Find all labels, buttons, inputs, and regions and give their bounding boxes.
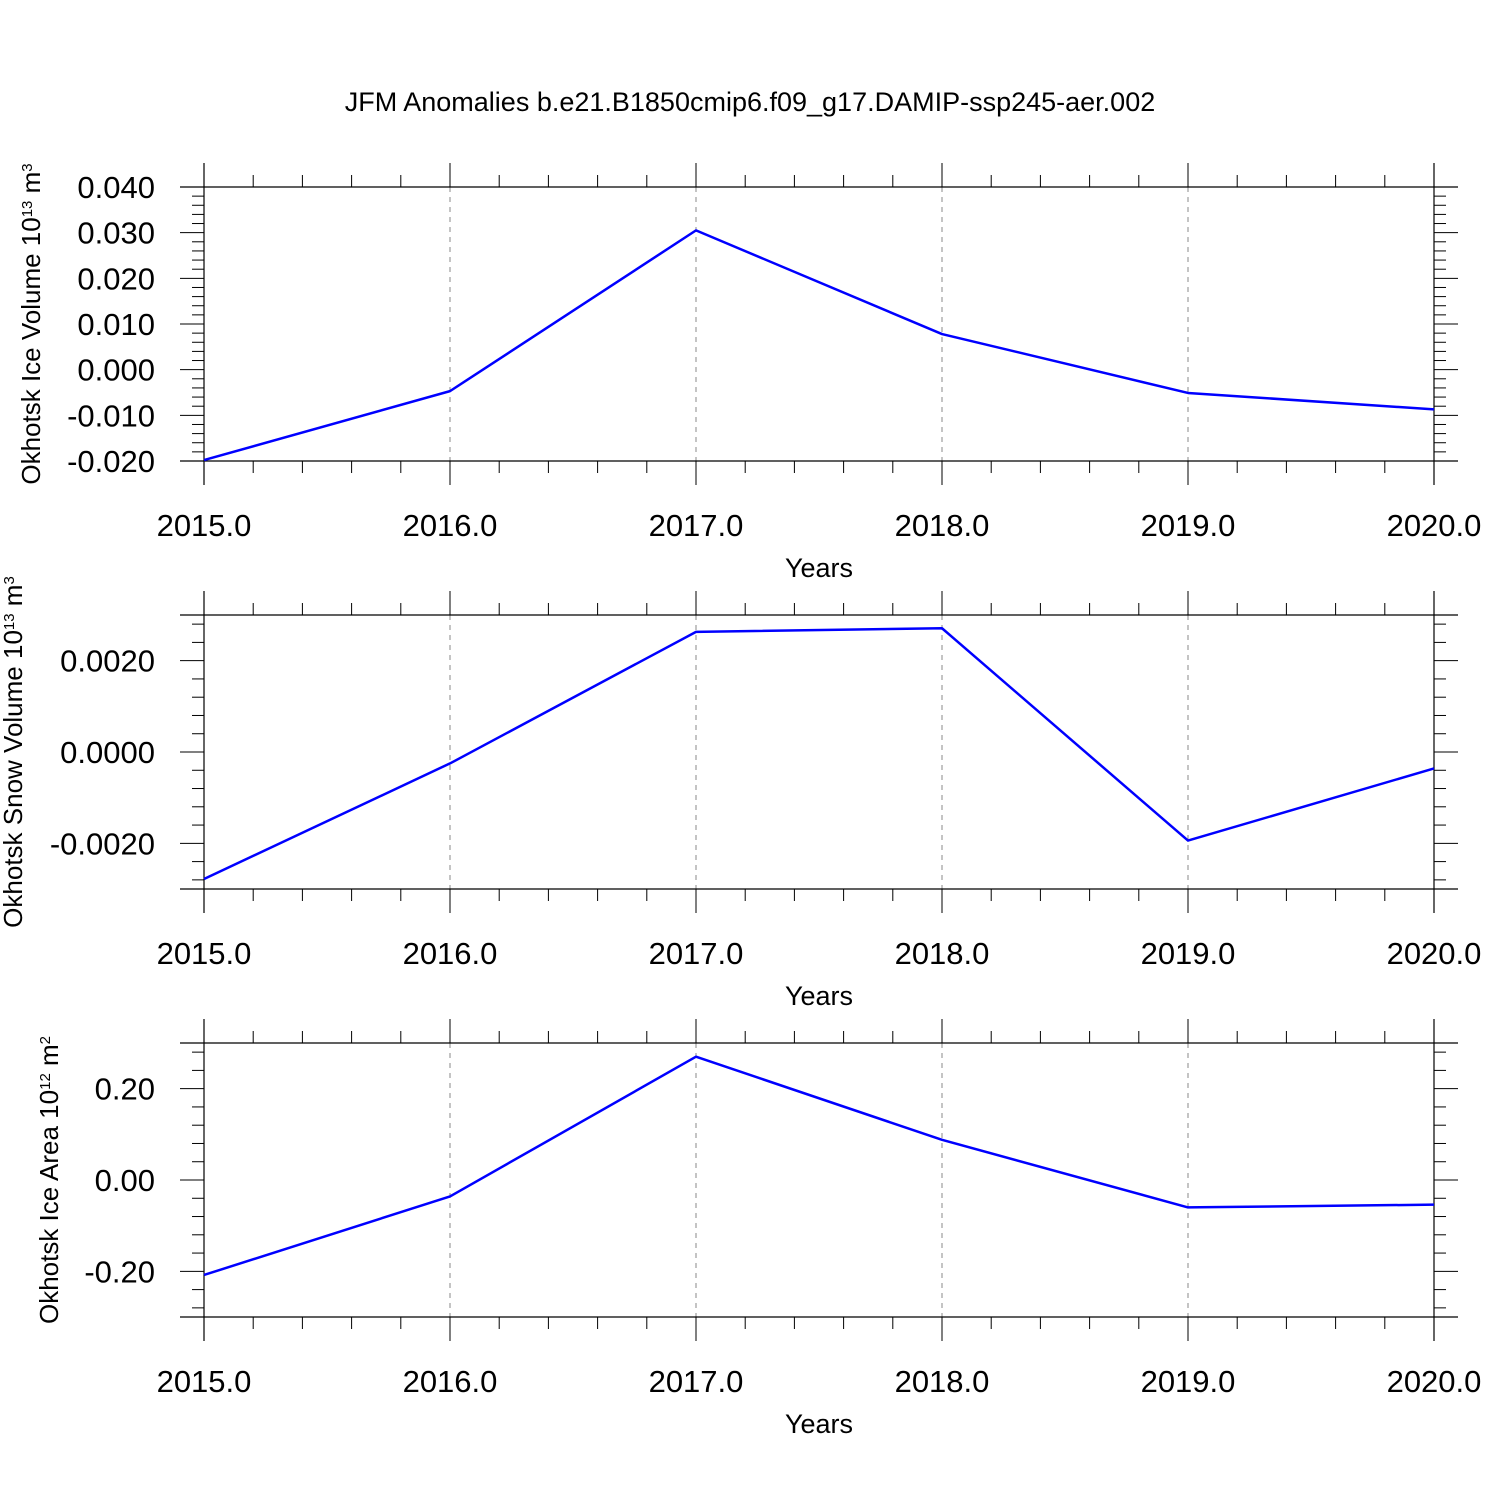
series-line-snow-volume bbox=[203, 626, 1435, 881]
x-tick-label-ice-area: 2020.0 bbox=[1387, 1364, 1482, 1399]
x-tick-label-ice-area: 2019.0 bbox=[1141, 1364, 1236, 1399]
panel-ice-area: 2015.0 2016.0 2017.0 2018.0 2019.0 2020.0 -0.2… bbox=[34, 1019, 1481, 1439]
y-tick-label-snow-volume: 0.0000 bbox=[60, 735, 155, 770]
x-tick-label-snow-volume: 2017.0 bbox=[649, 936, 744, 971]
x-tick-label-ice-volume: 2018.0 bbox=[895, 508, 990, 543]
x-tick-label-ice-volume: 2020.0 bbox=[1387, 508, 1482, 543]
y-tick-label-ice-volume: -0.010 bbox=[67, 398, 155, 433]
y-tick-label-ice-area: -0.20 bbox=[84, 1254, 155, 1289]
y-tick-label-ice-volume: 0.030 bbox=[77, 216, 155, 251]
y-tick-label-ice-volume: 0.000 bbox=[77, 353, 155, 388]
y-tick-label-snow-volume: -0.0020 bbox=[50, 826, 155, 861]
x-tick-label-ice-area: 2016.0 bbox=[403, 1364, 498, 1399]
panel-snow-volume: 2015.0 2016.0 2017.0 2018.0 2019.0 2020.0 -0.0… bbox=[0, 576, 1481, 1011]
x-tick-label-ice-area: 2015.0 bbox=[157, 1364, 252, 1399]
y-tick-label-ice-area: 0.20 bbox=[95, 1072, 155, 1107]
x-tick-label-ice-volume: 2016.0 bbox=[403, 508, 498, 543]
chart-title: JFM Anomalies b.e21.B1850cmip6.f09_g17.D… bbox=[345, 87, 1155, 117]
y-tick-label-snow-volume: 0.0020 bbox=[60, 644, 155, 679]
x-tick-label-ice-area: 2018.0 bbox=[895, 1364, 990, 1399]
panel-ice-volume: 2015.0 2016.0 2017.0 2018.0 2019.0 2020.0 -0.0… bbox=[16, 163, 1481, 583]
series-line-ice-volume bbox=[203, 229, 1435, 462]
y-axis-label-ice-area: Okhotsk Ice Area 1012 m2 bbox=[34, 1036, 64, 1324]
x-tick-label-ice-volume: 2015.0 bbox=[157, 508, 252, 543]
x-tick-label-ice-volume: 2019.0 bbox=[1141, 508, 1236, 543]
y-tick-label-ice-volume: 0.040 bbox=[77, 170, 155, 205]
y-tick-label-ice-volume: 0.010 bbox=[77, 307, 155, 342]
x-axis-label-ice-area: Years bbox=[785, 1409, 853, 1439]
series-line-ice-area bbox=[203, 1055, 1435, 1277]
x-tick-label-snow-volume: 2018.0 bbox=[895, 936, 990, 971]
y-axis-label-snow-volume: Okhotsk Snow Volume 1013 m3 bbox=[0, 576, 28, 928]
x-tick-label-snow-volume: 2019.0 bbox=[1141, 936, 1236, 971]
x-tick-label-ice-area: 2017.0 bbox=[649, 1364, 744, 1399]
y-tick-label-ice-volume: -0.020 bbox=[67, 444, 155, 479]
x-tick-label-snow-volume: 2016.0 bbox=[403, 936, 498, 971]
y-tick-label-ice-volume: 0.020 bbox=[77, 261, 155, 296]
x-axis-label-ice-volume: Years bbox=[785, 553, 853, 583]
y-axis-label-ice-volume: Okhotsk Ice Volume 1013 m3 bbox=[16, 163, 46, 484]
x-tick-label-ice-volume: 2017.0 bbox=[649, 508, 744, 543]
x-tick-label-snow-volume: 2015.0 bbox=[157, 936, 252, 971]
x-axis-label-snow-volume: Years bbox=[785, 981, 853, 1011]
y-tick-label-ice-area: 0.00 bbox=[95, 1163, 155, 1198]
x-tick-label-snow-volume: 2020.0 bbox=[1387, 936, 1482, 971]
